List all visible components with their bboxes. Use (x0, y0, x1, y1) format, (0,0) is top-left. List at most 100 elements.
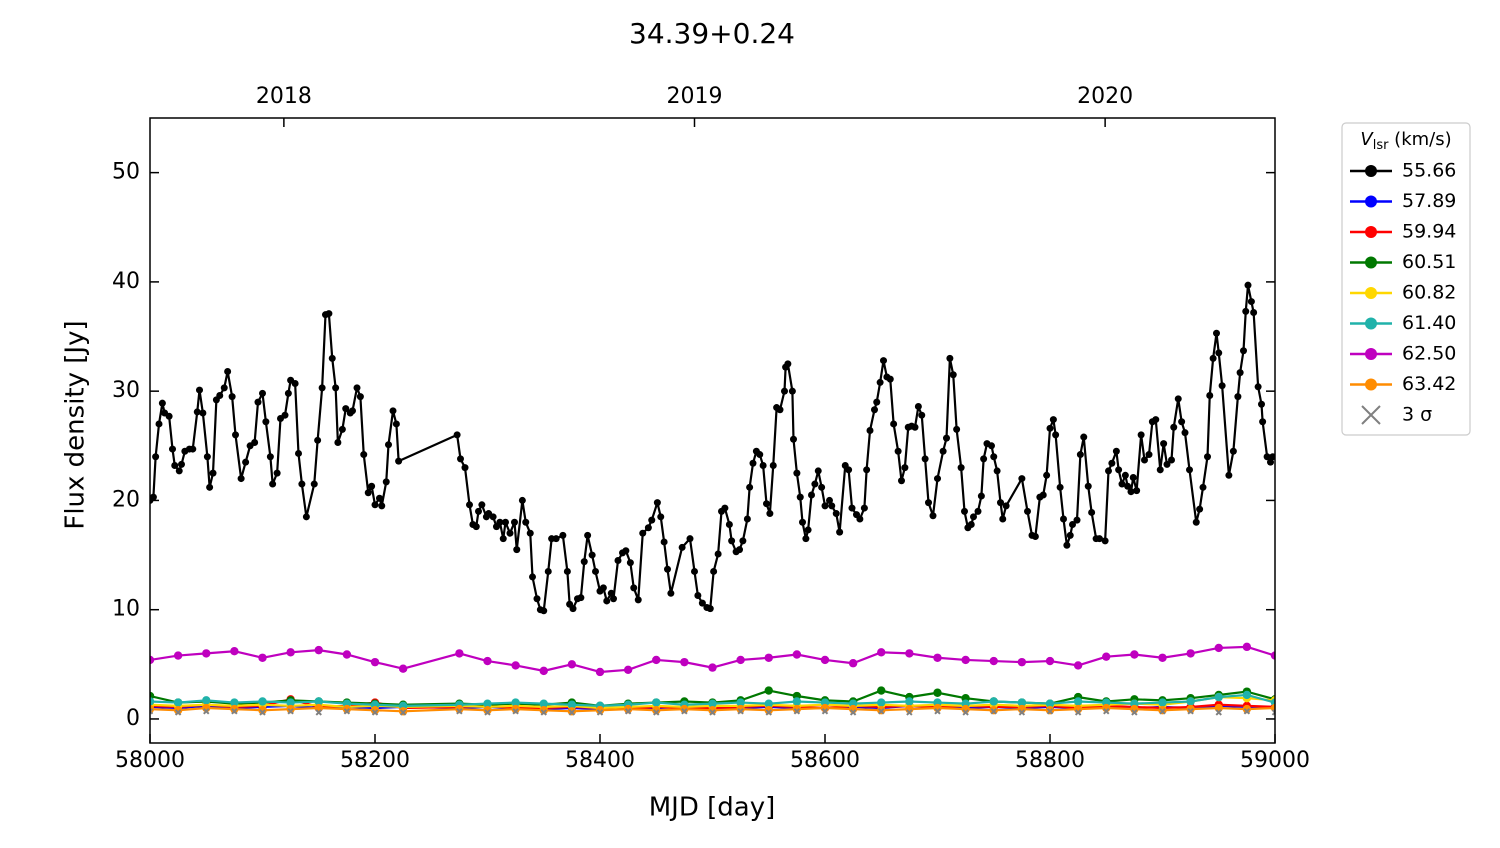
marker (880, 357, 887, 365)
marker (961, 655, 970, 665)
marker (788, 387, 796, 395)
marker-cross (596, 709, 604, 716)
marker (173, 698, 183, 707)
marker-cross (371, 709, 379, 716)
marker-cross (1271, 709, 1275, 716)
x-tick-label: 58400 (565, 748, 635, 773)
marker (1240, 347, 1247, 355)
marker (455, 649, 464, 658)
marker (1045, 699, 1055, 708)
marker (622, 547, 630, 555)
marker (533, 595, 541, 603)
marker (1209, 354, 1217, 362)
marker (728, 537, 736, 545)
marker (178, 460, 185, 468)
marker (1192, 518, 1200, 526)
marker (934, 475, 941, 483)
marker (1242, 642, 1252, 652)
marker (1218, 382, 1226, 390)
marker (708, 663, 717, 672)
marker (894, 447, 902, 455)
legend-marker (1365, 226, 1377, 238)
marker (314, 436, 322, 444)
marker (242, 458, 250, 466)
marker (939, 447, 947, 455)
marker (974, 507, 982, 515)
marker (873, 398, 881, 406)
marker (925, 499, 932, 507)
marker (905, 649, 914, 658)
legend-marker (1365, 256, 1377, 269)
marker (1267, 458, 1274, 466)
y-axis-label: Flux density [Jy] (61, 320, 91, 529)
marker (314, 697, 323, 706)
marker (169, 445, 176, 453)
series-line (150, 696, 1275, 710)
marker-cross (1215, 709, 1222, 716)
marker-cross (709, 709, 716, 716)
legend-label: 62.50 (1402, 343, 1456, 365)
marker (652, 698, 661, 707)
x2-tick-label: 2020 (1077, 84, 1133, 109)
marker (781, 387, 788, 395)
marker (736, 698, 745, 707)
marker (652, 706, 661, 715)
marker (988, 442, 995, 450)
marker (764, 706, 773, 715)
marker (356, 393, 364, 401)
marker (389, 407, 397, 415)
marker (577, 594, 585, 602)
marker (1080, 433, 1088, 441)
legend-marker (1365, 348, 1377, 360)
marker (158, 399, 166, 407)
y-tick-label: 50 (112, 160, 140, 185)
legend-label: 3 σ (1402, 404, 1432, 426)
marker (871, 406, 878, 414)
marker (230, 698, 239, 707)
marker (866, 427, 874, 434)
marker (1270, 651, 1275, 660)
marker (1076, 451, 1084, 459)
marker (1127, 488, 1135, 496)
marker (644, 524, 652, 532)
marker (499, 535, 507, 543)
marker (766, 510, 774, 518)
marker (848, 504, 856, 512)
marker (898, 477, 905, 485)
marker (511, 661, 520, 670)
marker (652, 655, 661, 665)
marker (193, 408, 201, 416)
marker (567, 700, 577, 709)
legend-label: 60.51 (1402, 251, 1456, 273)
marker (483, 699, 492, 708)
marker (634, 596, 642, 604)
marker (526, 529, 534, 537)
y-tick-label: 20 (112, 487, 140, 512)
marker (370, 657, 380, 667)
marker (710, 567, 718, 575)
marker-cross (821, 708, 829, 715)
marker (325, 310, 333, 318)
marker (1214, 703, 1223, 713)
marker (206, 483, 214, 491)
marker (349, 407, 356, 415)
marker (461, 464, 469, 472)
x-tick-label: 58600 (790, 748, 860, 773)
marker (302, 513, 310, 521)
marker (997, 499, 1004, 507)
marker (1181, 429, 1189, 437)
x-tick-label: 58800 (1015, 748, 1085, 773)
marker (258, 653, 267, 662)
marker (1178, 418, 1186, 426)
marker (1214, 692, 1223, 702)
marker (660, 538, 668, 546)
marker (269, 480, 277, 488)
marker (228, 393, 236, 401)
marker (1186, 697, 1195, 706)
marker (911, 423, 919, 431)
marker-cross (484, 709, 491, 716)
marker-cross (1074, 709, 1082, 716)
marker (886, 375, 894, 383)
marker-cross (1187, 708, 1194, 715)
chart-title: 34.39+0.24 (629, 17, 795, 50)
